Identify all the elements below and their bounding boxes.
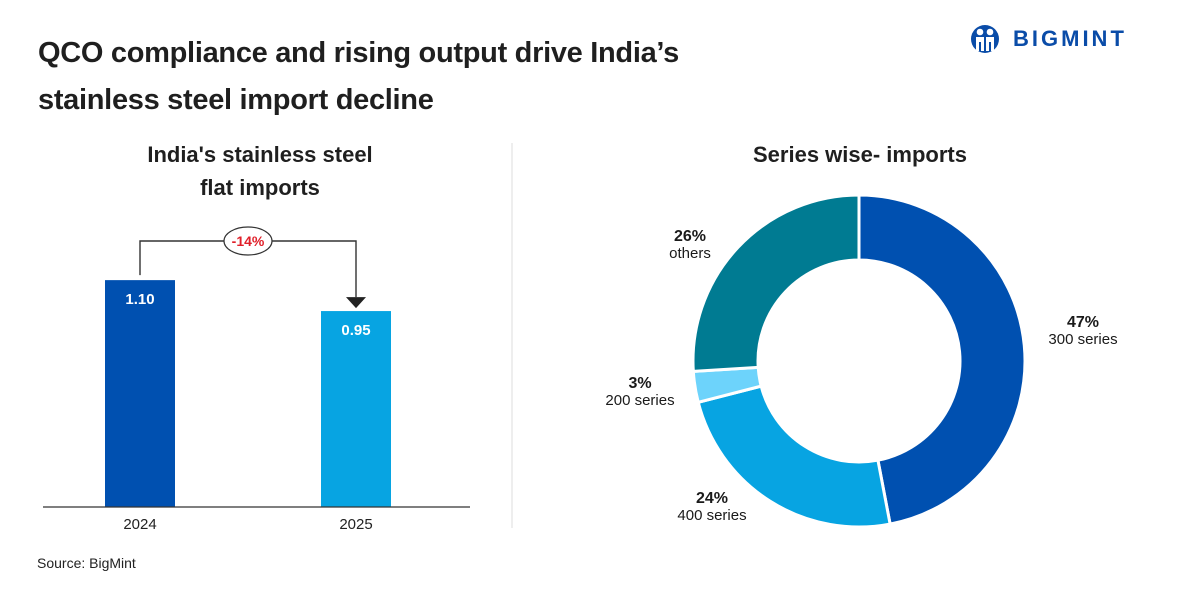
slice-name-label: others [669,245,711,262]
slice-percent-label: 24% [696,490,728,507]
bar-2025 [321,311,391,507]
change-arrow-head [346,297,366,309]
bar-chart-title-line-2: flat imports [200,175,320,200]
page-title: QCO compliance and rising output drive I… [38,37,679,116]
bar-value-label: 0.95 [341,322,370,339]
bigmint-people-icon [971,25,999,53]
bar-2024 [105,280,175,507]
change-badge-label: -14% [232,233,265,249]
panel-divider [511,143,513,528]
slice-percent-label: 26% [674,228,706,245]
logo-text: BIGMINT [1013,26,1127,51]
brand-logo: BIGMINT [970,24,1127,54]
x-tick-label: 2025 [339,516,372,533]
bar-chart-title-line-1: India's stainless steel [147,142,373,167]
slice-percent-label: 47% [1067,314,1099,331]
x-tick-label: 2024 [123,516,156,533]
donut-slice-300-series [857,193,1027,526]
slice-name-label: 300 series [1048,331,1117,348]
change-badge [223,226,273,256]
bar-chart: 1.10 2024 0.95 2025 -14% [43,226,470,533]
slice-percent-label: 3% [628,375,651,392]
donut-chart-title: Series wise- imports [753,142,967,167]
donut-slice-others [691,193,861,374]
source-note: Source: BigMint [37,555,136,571]
slice-name-label: 200 series [605,392,674,409]
slice-name-label: 400 series [677,507,746,524]
donut-slice-200-series [691,365,763,405]
donut-slice-400-series [696,384,892,529]
bar-chart-title: India's stainless steel flat imports [100,138,420,204]
bar-value-label: 1.10 [125,291,154,308]
